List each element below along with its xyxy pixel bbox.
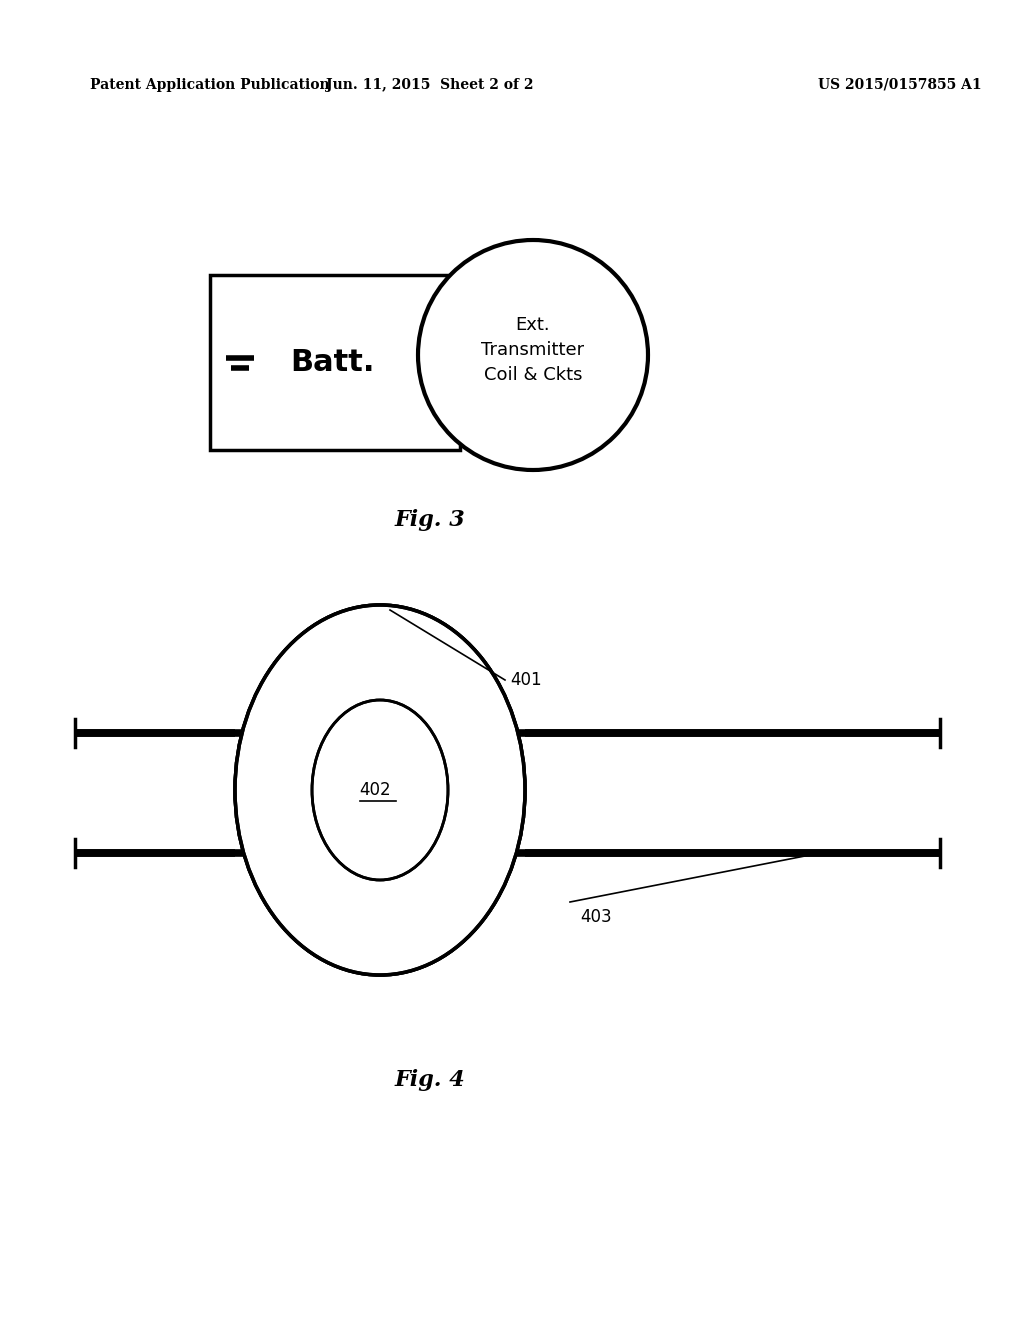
- Text: Fig. 4: Fig. 4: [394, 1069, 465, 1092]
- Text: Fig. 3: Fig. 3: [394, 510, 465, 531]
- Text: Ext.
Transmitter
Coil & Ckts: Ext. Transmitter Coil & Ckts: [481, 315, 585, 384]
- Text: Patent Application Publication: Patent Application Publication: [90, 78, 330, 92]
- Text: 401: 401: [510, 671, 542, 689]
- Text: 403: 403: [580, 908, 611, 927]
- Bar: [210, 275, 460, 450]
- Text: 402: 402: [359, 781, 391, 799]
- Text: Batt.: Batt.: [290, 348, 375, 378]
- Ellipse shape: [312, 700, 449, 880]
- Ellipse shape: [234, 605, 525, 975]
- Text: US 2015/0157855 A1: US 2015/0157855 A1: [818, 78, 982, 92]
- Circle shape: [418, 240, 648, 470]
- Ellipse shape: [312, 700, 449, 880]
- Ellipse shape: [234, 605, 525, 975]
- Text: Jun. 11, 2015  Sheet 2 of 2: Jun. 11, 2015 Sheet 2 of 2: [327, 78, 534, 92]
